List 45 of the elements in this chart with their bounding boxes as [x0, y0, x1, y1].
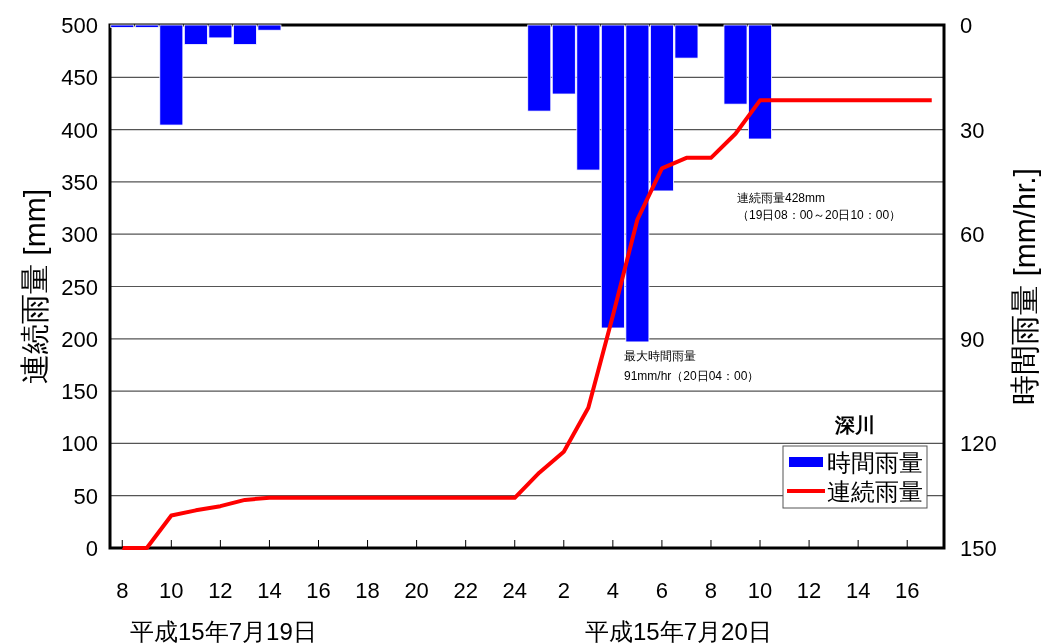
- x-tick-label: 12: [208, 578, 233, 603]
- x-tick-label: 6: [655, 578, 669, 603]
- x-tick-label: 20: [404, 578, 429, 603]
- y-tick-label: 350: [61, 169, 98, 195]
- annotation: 91mm/hr（20日04：00）: [624, 369, 760, 383]
- x-tick-label: 24: [502, 578, 527, 603]
- x-tick-label: 8: [116, 578, 129, 603]
- x-tick-label: 2: [557, 578, 570, 603]
- legend-label: 連続雨量: [827, 478, 923, 505]
- text: 平成15年7月20日: [585, 618, 772, 643]
- legend-label: 時間雨量: [827, 449, 923, 476]
- y-tick-label: 400: [61, 117, 98, 143]
- y2-tick-label: 120: [960, 431, 997, 457]
- annotation: 連続雨量428mm: [737, 191, 826, 205]
- y-tick-label: 100: [61, 431, 98, 457]
- x-tick-label: 12: [796, 578, 822, 603]
- x-tick-label: 22: [453, 578, 478, 603]
- x-tick-label: 8: [704, 578, 718, 603]
- y-tick-label: 500: [61, 13, 98, 38]
- y2-tick-label: 30: [960, 117, 985, 143]
- x-tick-label: 16: [306, 578, 331, 603]
- legend-title: 深川: [834, 414, 875, 436]
- annotation: （19日08：00～20日10：00）: [737, 208, 902, 222]
- x-tick-label: 4: [606, 578, 619, 603]
- y2-tick-label: 90: [960, 326, 985, 352]
- x-tick-label: 16: [894, 578, 920, 603]
- text: 平成15年7月19日: [130, 618, 317, 643]
- x-tick-label: 14: [257, 578, 282, 603]
- x-tick-label: 14: [845, 578, 871, 603]
- y-tick-label: 150: [61, 379, 98, 405]
- y2-tick-label: 150: [960, 536, 997, 561]
- x-tick-label: 10: [747, 578, 773, 603]
- x-tick-label: 18: [355, 578, 380, 603]
- y2-tick-label: 60: [960, 222, 985, 248]
- y-tick-label: 300: [61, 222, 98, 248]
- y2-axis-title: 時間雨量 [mm/hr.]: [1008, 168, 1041, 405]
- x-tick-label: 10: [159, 578, 184, 603]
- y2-tick-label: 0: [960, 13, 973, 38]
- y-tick-label: 0: [85, 536, 98, 561]
- y-tick-label: 250: [61, 274, 98, 300]
- y-tick-label: 50: [73, 483, 98, 509]
- annotation: 最大時間雨量: [624, 349, 696, 363]
- y-tick-label: 200: [61, 326, 98, 352]
- y-tick-label: 450: [61, 65, 98, 91]
- y-axis-title: 連続雨量 [mm]: [18, 189, 51, 384]
